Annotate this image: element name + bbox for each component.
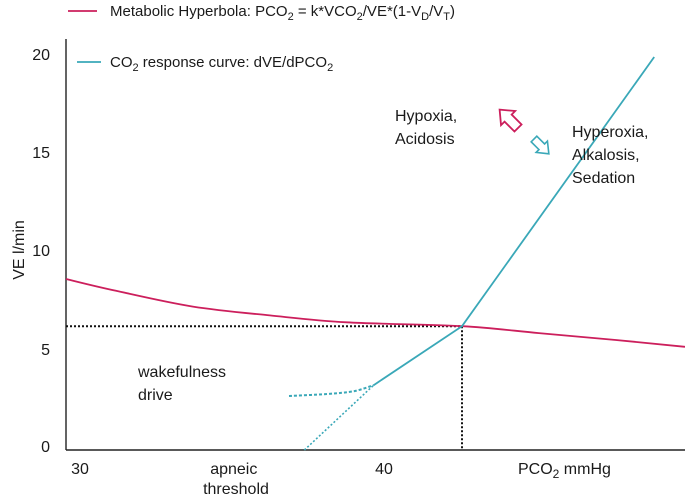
arrow-shift-left-icon xyxy=(498,108,523,133)
series-co2-response-curve xyxy=(373,56,655,386)
annotation-hypoxia-acidosis: Hypoxia, Acidosis xyxy=(395,108,462,148)
legend-entry-response: CO2 response curve: dVE/dPCO2 xyxy=(110,54,333,74)
y-axis-label: VE l/min xyxy=(11,220,28,280)
hyperoxia-line3: Sedation xyxy=(572,170,635,187)
y-tick-label-10: 10 xyxy=(32,243,50,260)
hypoxia-line2: Acidosis xyxy=(395,131,455,148)
y-tick-label-20: 20 xyxy=(32,47,50,64)
legend: Metabolic Hyperbola: PCO2 = k*VCO2/VE*(1… xyxy=(68,3,455,74)
annotation-wakefulness-drive: wakefulness drive xyxy=(137,364,231,404)
series-wakefulness-drive xyxy=(288,384,374,397)
apneic-line1: apneic xyxy=(210,461,257,478)
x-tick-label-30: 30 xyxy=(71,461,89,478)
annotation-hyperoxia-alkalosis-sedation: Hyperoxia, Alkalosis, Sedation xyxy=(572,124,653,187)
apneic-threshold-label: apneic threshold xyxy=(203,461,269,497)
x-tick-label-40: 40 xyxy=(375,461,393,478)
y-tick-label-0: 0 xyxy=(41,439,50,456)
hyperoxia-line1: Hyperoxia, xyxy=(572,124,648,141)
y-tick-label-5: 5 xyxy=(41,342,50,359)
y-ticks: 20 15 10 5 0 xyxy=(32,47,50,456)
hyperoxia-line2: Alkalosis, xyxy=(572,147,640,164)
y-tick-label-15: 15 xyxy=(32,145,50,162)
x-axis-label: PCO2 mmHg xyxy=(518,461,611,481)
hypoxia-line1: Hypoxia, xyxy=(395,108,457,125)
wakefulness-line2: drive xyxy=(138,387,173,404)
arrow-shift-right-icon xyxy=(530,135,550,155)
wakefulness-line1: wakefulness xyxy=(137,364,226,381)
series-metabolic-hyperbola xyxy=(65,278,685,348)
legend-entry-metabolic: Metabolic Hyperbola: PCO2 = k*VCO2/VE*(1… xyxy=(110,3,455,23)
apneic-line2: threshold xyxy=(203,481,269,497)
